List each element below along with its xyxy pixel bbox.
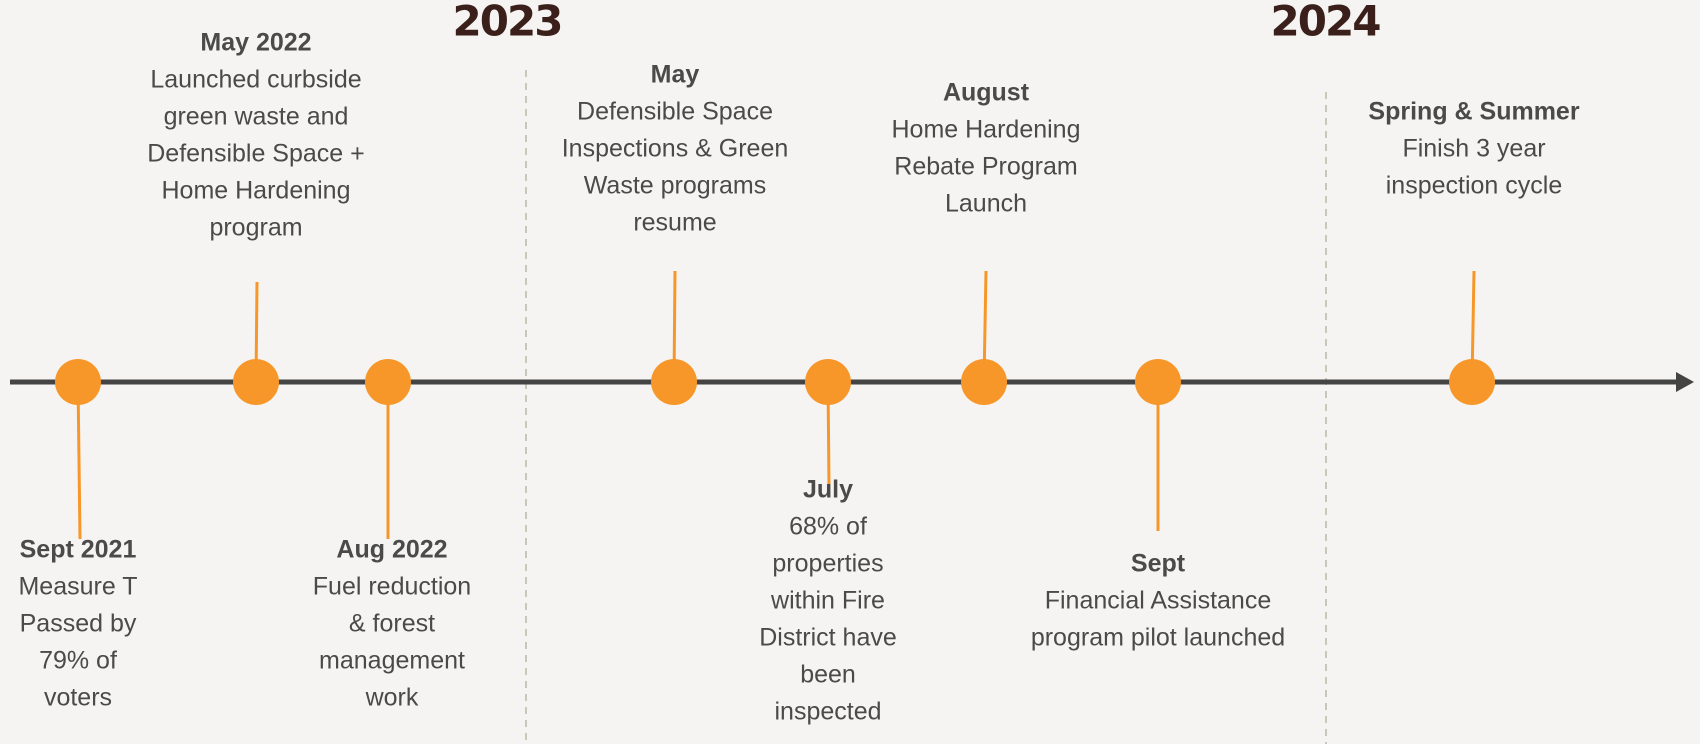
event-text: work bbox=[365, 684, 419, 712]
event-text: 68% of bbox=[789, 513, 867, 541]
event-text: 79% of bbox=[39, 647, 117, 675]
event-title: Sept 2021 bbox=[20, 536, 137, 564]
event-text: District have bbox=[759, 624, 897, 652]
event-title: August bbox=[943, 79, 1030, 107]
year-label: 2024 bbox=[1271, 0, 1381, 46]
event-text: been bbox=[800, 661, 856, 689]
event-text: Defensible Space + bbox=[147, 140, 365, 168]
milestone-dot bbox=[961, 359, 1007, 405]
event-text: Launched curbside bbox=[150, 66, 361, 94]
event-title: Spring & Summer bbox=[1368, 98, 1579, 126]
event-title: May bbox=[651, 61, 700, 89]
event-text: inspection cycle bbox=[1386, 172, 1562, 200]
event-text: Financial Assistance bbox=[1045, 587, 1272, 615]
event-title: Sept bbox=[1131, 550, 1186, 578]
event-text: program pilot launched bbox=[1031, 624, 1285, 652]
event-text: inspected bbox=[774, 698, 881, 726]
event-text: Home Hardening bbox=[162, 177, 351, 205]
event-text: properties bbox=[772, 550, 883, 578]
milestone-dot bbox=[55, 359, 101, 405]
event-text: Rebate Program bbox=[894, 153, 1077, 181]
event-text: & forest bbox=[349, 610, 435, 638]
event-title: July bbox=[803, 476, 853, 504]
event-text: Defensible Space bbox=[577, 98, 773, 126]
event-text: within Fire bbox=[770, 587, 885, 615]
event-text: Home Hardening bbox=[892, 116, 1081, 144]
event-text: Measure T bbox=[18, 573, 137, 601]
event-text: program bbox=[209, 214, 302, 242]
milestone-dot bbox=[233, 359, 279, 405]
event-text: voters bbox=[44, 684, 112, 712]
event-text: green waste and bbox=[164, 103, 349, 131]
arrow-head bbox=[1676, 372, 1694, 392]
event-text: Waste programs bbox=[584, 172, 766, 200]
milestone-dot bbox=[805, 359, 851, 405]
stem bbox=[76, 381, 82, 540]
event-text: Fuel reduction bbox=[313, 573, 471, 601]
event-text: management bbox=[319, 647, 465, 675]
event-text: Launch bbox=[945, 190, 1027, 218]
event-text: Inspections & Green bbox=[562, 135, 789, 163]
milestone-dot bbox=[651, 359, 697, 405]
milestone-dot bbox=[1449, 359, 1495, 405]
milestone-dot bbox=[365, 359, 411, 405]
event-text: resume bbox=[633, 209, 716, 237]
year-label: 2023 bbox=[453, 0, 562, 46]
event-text: Finish 3 year bbox=[1402, 135, 1545, 163]
milestone-dot bbox=[1135, 359, 1181, 405]
event-text: Passed by bbox=[20, 610, 137, 638]
event-title: May 2022 bbox=[200, 29, 311, 57]
event-title: Aug 2022 bbox=[336, 536, 447, 564]
